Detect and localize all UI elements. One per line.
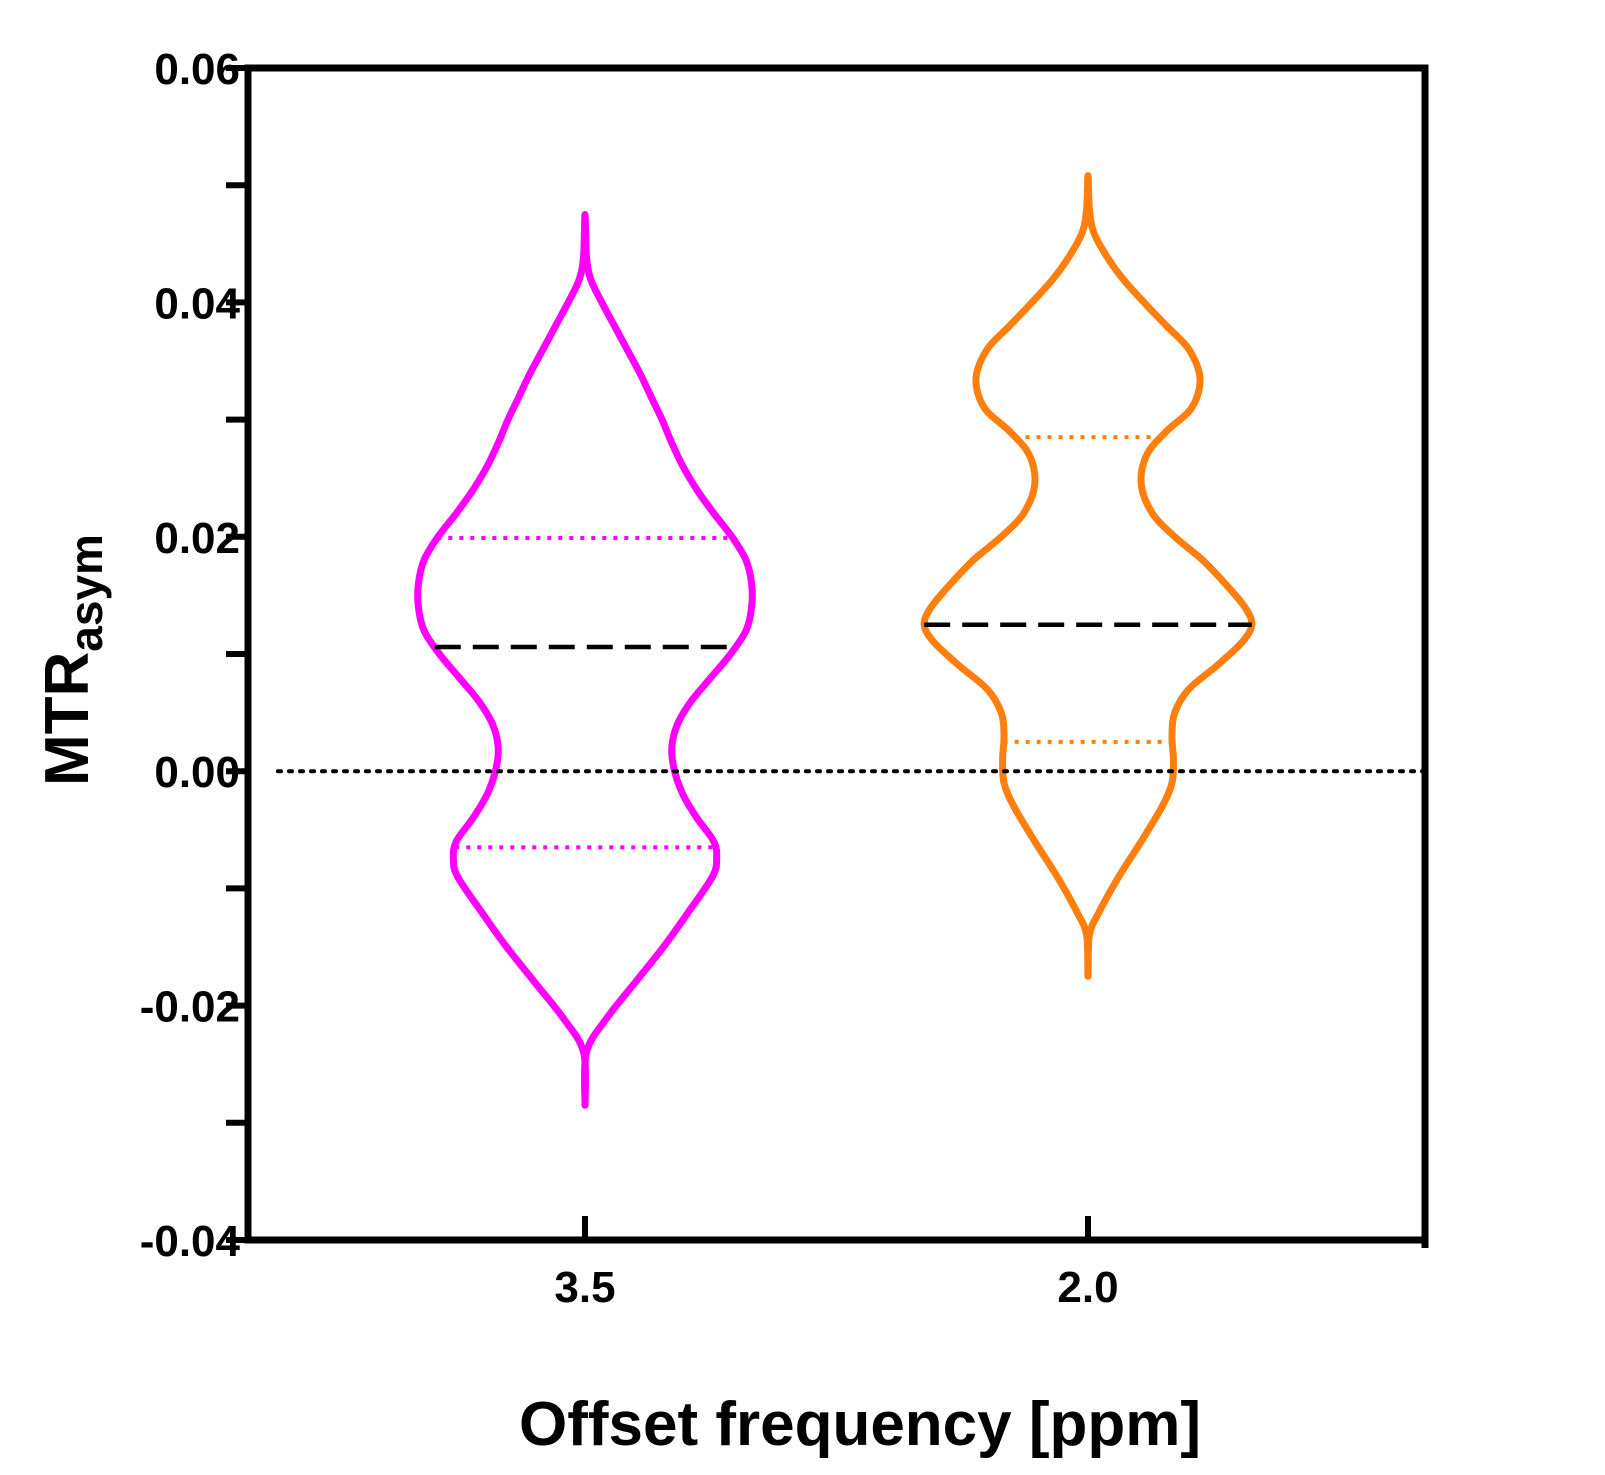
x-tick-label: 2.0 [1057, 1263, 1118, 1312]
y-tick-label: 0.02 [154, 514, 240, 563]
y-tick-label: -0.04 [140, 1217, 241, 1266]
y-tick-label: 0.04 [154, 279, 240, 328]
y-axis-title: MTRasym [33, 534, 112, 786]
y-tick-label: 0.00 [154, 748, 240, 797]
y-axis-title-main: MTR [33, 652, 102, 786]
y-tick-label: -0.02 [140, 983, 240, 1032]
y-tick-label: 0.06 [154, 45, 240, 94]
violin-3-5 [414, 211, 756, 1109]
y-axis-title-subscript: asym [60, 534, 112, 652]
violins-layer [414, 172, 1256, 1109]
x-axis-title: Offset frequency [ppm] [519, 1390, 1201, 1459]
x-tick-label: 3.5 [554, 1263, 615, 1312]
stat-lines-layer [434, 435, 1252, 850]
violin-2-0 [920, 172, 1256, 980]
axes-layer [244, 64, 1429, 1248]
ticks-layer: -0.04 -0.02 0.00 0.02 0.04 0.06 3.5 2.0 [140, 45, 1119, 1312]
